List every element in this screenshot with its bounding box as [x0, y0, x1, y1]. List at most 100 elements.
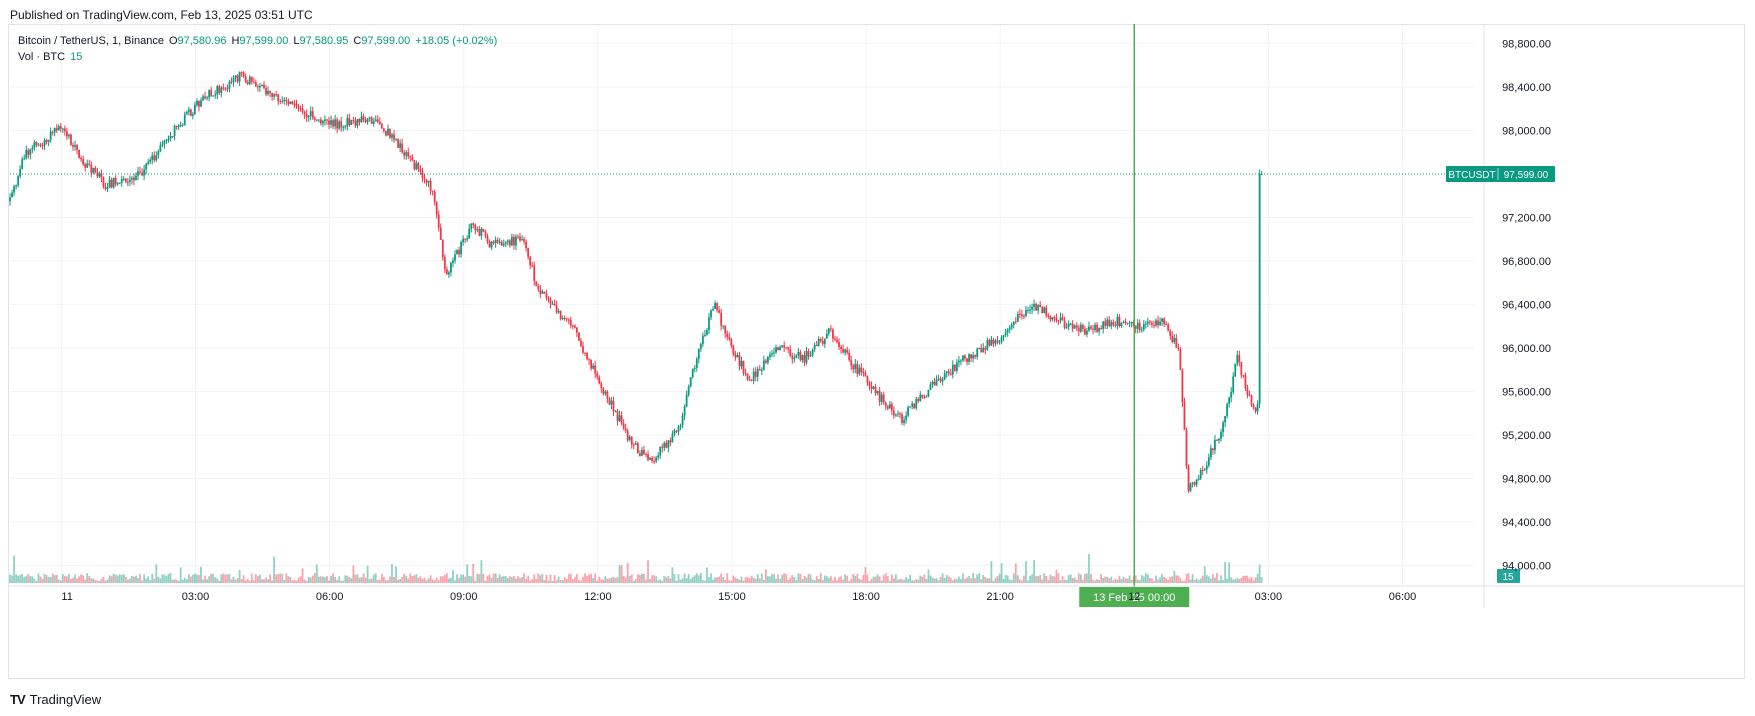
candle-body [53, 127, 56, 133]
candle [998, 339, 1001, 345]
time-tick-label: 06:00 [1389, 591, 1417, 603]
candle [181, 123, 184, 127]
chart-frame[interactable] [8, 24, 1745, 679]
candle [1214, 435, 1216, 454]
candle-body [752, 371, 755, 381]
candle [1092, 324, 1094, 335]
candle-body [289, 101, 292, 105]
candle-body [1199, 470, 1202, 479]
symbol-title[interactable]: Bitcoin / TetherUS, 1, Binance [18, 35, 164, 47]
candle-body [722, 325, 725, 327]
candle [17, 174, 20, 188]
volume-bar [222, 573, 225, 583]
volume-bar [1104, 576, 1107, 583]
volume-bar [580, 580, 582, 583]
volume-bar [651, 575, 653, 583]
candle-body [248, 76, 251, 84]
candle-body [842, 349, 844, 353]
volume-bar [614, 578, 617, 583]
candle [324, 115, 326, 126]
candle [88, 159, 91, 167]
candle-body [143, 169, 146, 176]
volume-bar [866, 574, 869, 583]
candle-body [576, 327, 578, 333]
candle-body [783, 345, 786, 348]
candle-body [1171, 335, 1174, 342]
candle [744, 368, 747, 377]
candle [785, 346, 788, 350]
candle-body [342, 127, 345, 129]
candle-body [9, 197, 11, 202]
candle [1149, 319, 1151, 326]
candle-body [57, 126, 60, 131]
candle [882, 391, 885, 405]
volume-bar [929, 575, 932, 583]
candle-body [870, 385, 873, 389]
candle [421, 167, 424, 183]
candle [850, 355, 853, 371]
candle [11, 189, 13, 198]
candle-body [1049, 315, 1052, 320]
volume-bar [994, 578, 997, 583]
volume-bar [655, 576, 658, 583]
candle [92, 167, 95, 175]
candle [84, 162, 87, 172]
volume-bar [256, 576, 259, 583]
candle-body [1025, 310, 1027, 316]
volume-bar [104, 580, 107, 583]
candle-body [1002, 335, 1005, 338]
volume-bar [781, 574, 784, 583]
candle-body [964, 355, 966, 359]
volume-bar [667, 576, 670, 583]
candle [488, 239, 491, 248]
ohlc-legend: Bitcoin / TetherUS, 1, Binance O97,580.96… [18, 35, 497, 47]
candle [259, 83, 261, 92]
candle [51, 130, 54, 136]
candle [474, 223, 477, 235]
volume-bar [1002, 578, 1005, 583]
candle-body [68, 134, 70, 137]
volume-bar [915, 579, 918, 583]
candle [1240, 361, 1243, 379]
candle-body [464, 238, 467, 240]
volume-bar [236, 578, 239, 583]
candle [490, 240, 493, 251]
candle-body [232, 77, 235, 82]
candle [592, 363, 595, 370]
volume-bar [395, 566, 397, 583]
candle [797, 348, 800, 359]
candle [649, 456, 651, 460]
candle-body [728, 336, 731, 339]
candle-body [413, 160, 416, 170]
candle-body [974, 355, 977, 357]
candle [809, 351, 812, 358]
volume-bar [1153, 580, 1155, 583]
volume-bar [687, 574, 690, 583]
candle [622, 419, 625, 431]
volume-bar [480, 560, 483, 583]
volume-bar [523, 573, 525, 583]
candle [425, 179, 428, 187]
candle-body [827, 328, 830, 334]
candle [250, 76, 253, 85]
candle-body [665, 442, 668, 448]
volume-bar [289, 576, 292, 583]
volume-bar [982, 574, 985, 583]
volume-bar [175, 579, 178, 583]
candle [1153, 320, 1155, 329]
volume-bar [586, 575, 588, 583]
volume-bar [673, 573, 676, 583]
volume-label[interactable]: Vol · BTC [18, 51, 66, 63]
candle [1258, 169, 1261, 409]
tradingview-brand[interactable]: TV TradingView [10, 692, 101, 707]
volume-bar [848, 580, 851, 583]
candle-body [65, 131, 68, 137]
candle-body [108, 179, 111, 188]
candle-body [649, 457, 651, 460]
candle-body [63, 128, 66, 132]
candle [1177, 343, 1180, 351]
candle-body [1039, 304, 1042, 308]
candle-body [947, 371, 950, 374]
candle-body [1248, 394, 1251, 396]
